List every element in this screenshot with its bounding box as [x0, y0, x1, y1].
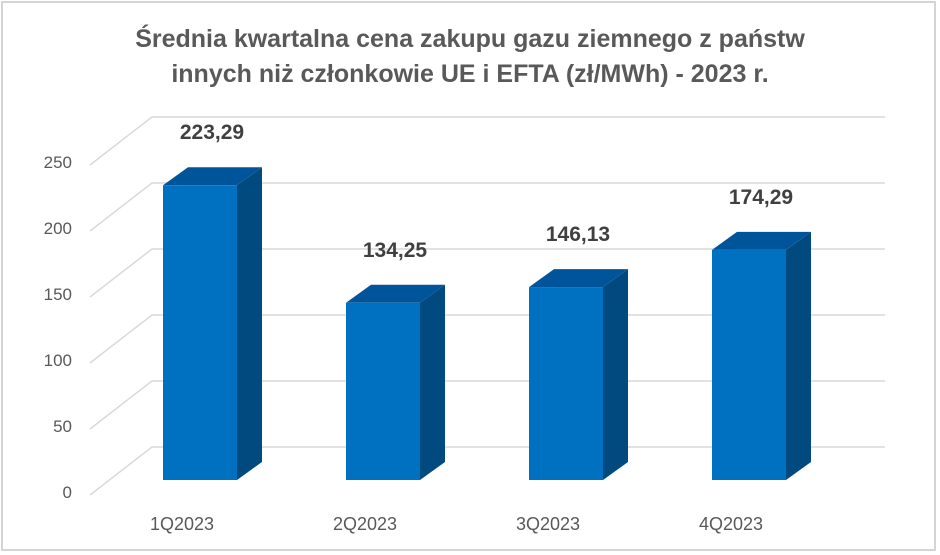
- gridline: [89, 116, 885, 166]
- y-tick-label: 150: [43, 285, 72, 304]
- gridlines: [89, 116, 885, 496]
- y-tick-label: 100: [43, 351, 72, 370]
- gridline: [89, 314, 885, 364]
- gridline: [89, 446, 885, 496]
- chart-title-line-1: Średnia kwartalna cena zakupu gazu ziemn…: [135, 25, 805, 53]
- data-label: 223,29: [179, 121, 245, 145]
- y-tick-label: 250: [43, 153, 72, 172]
- data-label: 174,29: [728, 185, 794, 209]
- gridline: [89, 380, 885, 430]
- chart-title: Średnia kwartalna cena zakupu gazu ziemn…: [0, 22, 940, 92]
- bar-4Q2023: [712, 231, 811, 480]
- y-tick-label: 50: [53, 417, 72, 436]
- gridline: [89, 248, 885, 298]
- gridline: [89, 182, 885, 232]
- data-label: 146,13: [545, 223, 611, 247]
- chart-title-line-2: innych niż członkowie UE i EFTA (zł/MWh)…: [171, 60, 769, 88]
- bar-2Q2023: [346, 284, 445, 480]
- x-tick-label: 3Q2023: [515, 514, 581, 534]
- x-tick-label: 4Q2023: [698, 514, 764, 534]
- data-label: 134,25: [362, 238, 428, 262]
- bar-3Q2023: [529, 269, 628, 480]
- x-tick-label: 1Q2023: [149, 514, 215, 534]
- bars: [163, 167, 811, 480]
- y-tick-label: 200: [43, 219, 72, 238]
- x-tick-label: 2Q2023: [332, 514, 398, 534]
- y-tick-label: 0: [62, 483, 72, 502]
- bar-1Q2023: [163, 167, 262, 480]
